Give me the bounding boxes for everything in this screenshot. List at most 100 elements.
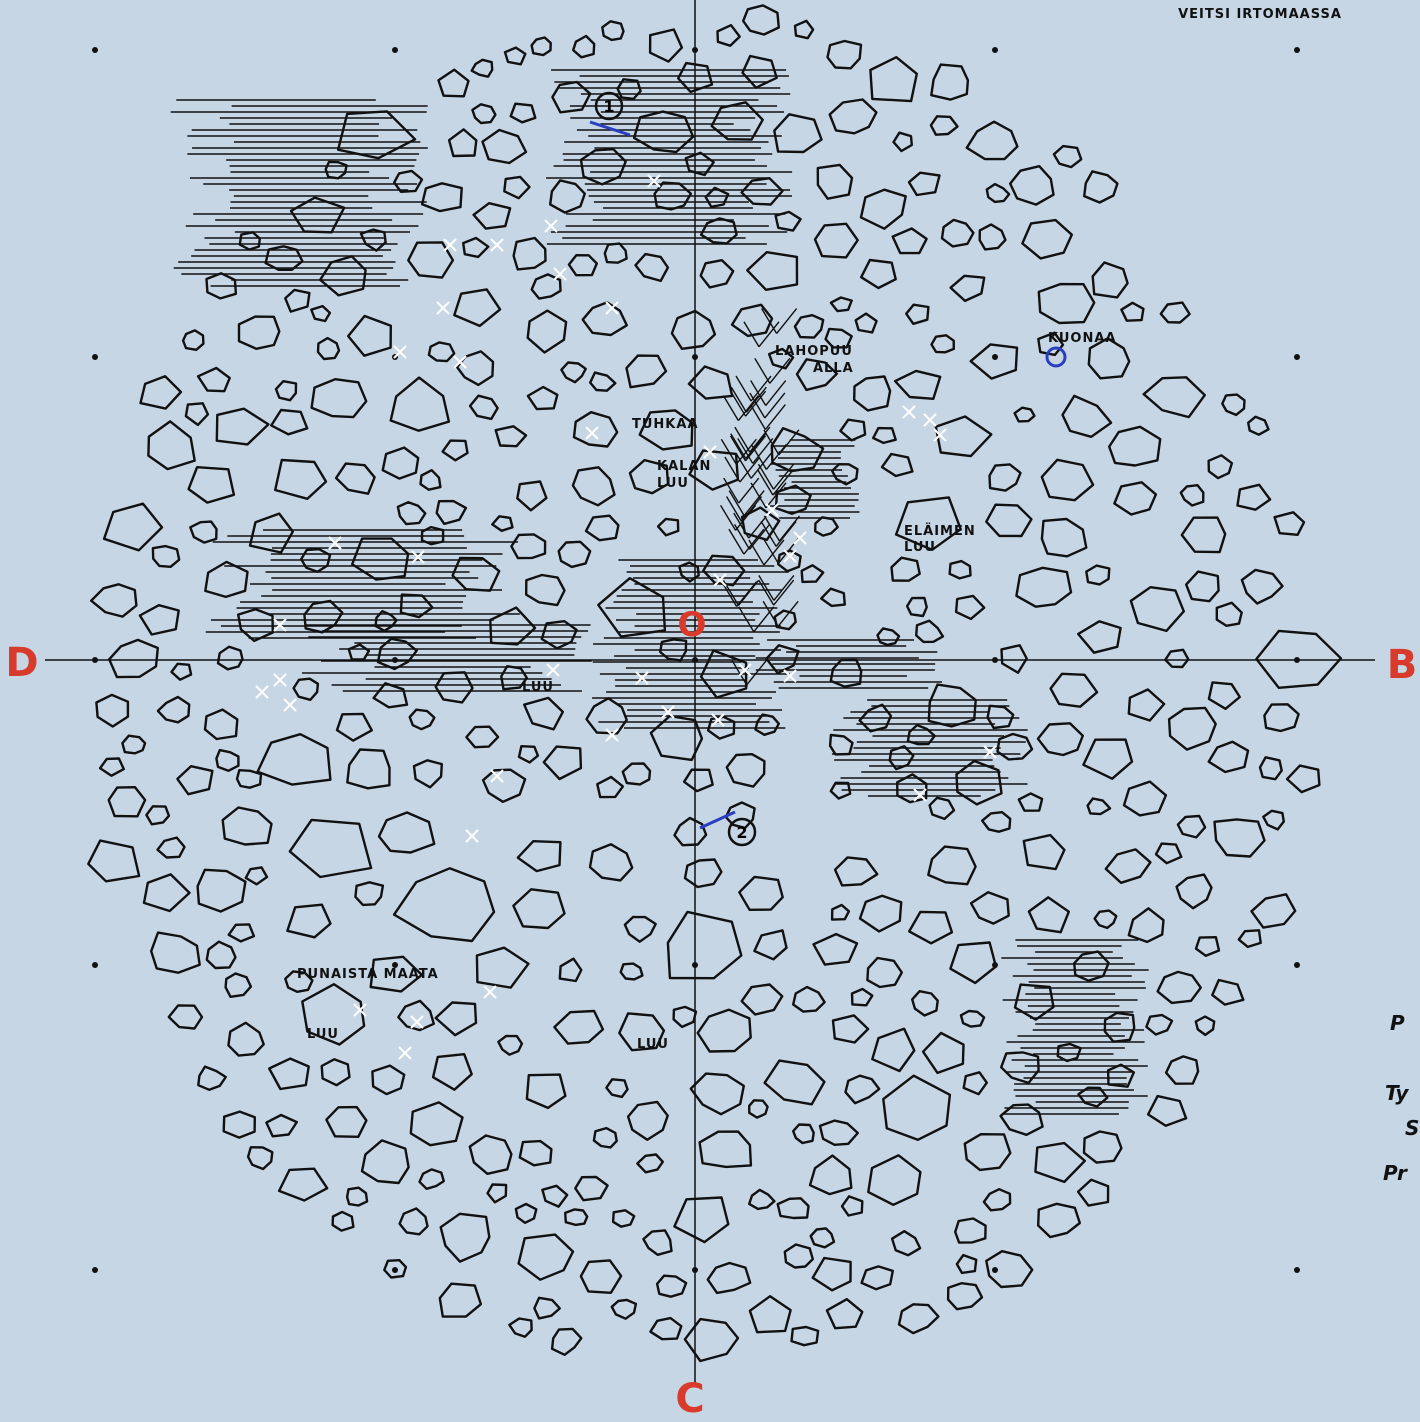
stone <box>1240 568 1284 605</box>
stone <box>699 217 738 245</box>
stone <box>833 856 879 887</box>
stone <box>1120 301 1145 322</box>
stone <box>740 176 784 206</box>
stone <box>523 696 564 731</box>
find-cross <box>703 445 717 459</box>
annotation: KUONAA <box>1048 331 1116 346</box>
stone <box>812 932 859 966</box>
stone <box>1194 936 1221 957</box>
stone <box>1167 706 1217 751</box>
stone <box>738 875 784 911</box>
stone <box>854 312 878 334</box>
stone <box>1076 620 1122 654</box>
stone <box>481 128 528 165</box>
annotation: TUHKAA <box>632 417 699 432</box>
stone <box>274 458 328 500</box>
stone <box>682 768 714 793</box>
stone <box>407 241 455 279</box>
hatch-line <box>752 438 774 464</box>
find-cross <box>273 673 287 687</box>
stone <box>418 1168 445 1191</box>
hatch-line <box>721 581 738 607</box>
stone <box>839 418 867 442</box>
stone <box>808 1154 853 1196</box>
stone <box>1082 170 1119 204</box>
stone <box>892 131 913 153</box>
stone <box>683 858 723 889</box>
stone <box>897 1303 940 1335</box>
stone <box>698 1130 753 1169</box>
stone <box>1194 1015 1216 1037</box>
stone <box>969 891 1010 925</box>
hatch-line <box>739 456 761 483</box>
stone <box>774 210 802 232</box>
stone <box>605 1078 629 1099</box>
stone <box>1156 970 1203 1005</box>
stone <box>170 662 193 681</box>
stone <box>699 649 748 699</box>
grid-dot <box>992 962 998 968</box>
hatch-line <box>764 392 786 419</box>
stone <box>525 1073 567 1110</box>
stone <box>399 593 434 619</box>
stone <box>204 560 249 599</box>
stone <box>324 160 348 180</box>
stone <box>447 128 478 158</box>
stone <box>1236 483 1272 511</box>
stone <box>930 63 970 101</box>
stone <box>455 350 495 387</box>
stone <box>601 20 625 42</box>
stone <box>419 469 442 491</box>
stone <box>1082 1130 1123 1164</box>
hatch-line <box>746 659 768 686</box>
stone <box>792 985 826 1013</box>
stone <box>481 768 527 803</box>
hatch-line <box>720 504 737 531</box>
stone <box>360 1139 410 1185</box>
stone <box>398 1207 429 1236</box>
stone <box>860 258 897 290</box>
stone <box>549 179 586 214</box>
stone <box>1022 833 1066 871</box>
stone <box>683 1317 740 1363</box>
stone <box>1000 1051 1040 1085</box>
stone <box>381 446 420 480</box>
hatch-line <box>750 375 772 402</box>
hatch-line <box>750 452 772 479</box>
stone <box>437 68 470 98</box>
stone <box>516 480 548 512</box>
stone <box>677 61 714 94</box>
stone <box>149 931 201 974</box>
annotation: ELÄIMEN <box>904 523 976 539</box>
find-cross <box>783 549 797 563</box>
stone <box>351 537 410 581</box>
stone <box>634 252 670 283</box>
grid-dot <box>692 47 698 53</box>
stone <box>985 182 1011 204</box>
stone <box>1213 818 1266 858</box>
stone <box>1049 672 1099 708</box>
annotation: LUU <box>904 540 936 555</box>
hatch-line <box>763 515 781 542</box>
stone <box>1176 814 1207 839</box>
stone <box>393 169 424 194</box>
stone <box>434 671 474 704</box>
find-cross <box>661 705 675 719</box>
stone <box>1052 144 1083 169</box>
grid-dot <box>1294 354 1300 360</box>
find-cross <box>465 829 479 843</box>
stone <box>1207 681 1242 710</box>
stone <box>224 972 253 998</box>
stone <box>216 645 244 671</box>
stone <box>818 1119 859 1147</box>
hatch-line <box>760 521 777 547</box>
grid-dot <box>992 47 998 53</box>
stone <box>346 748 391 790</box>
hatch-line <box>749 392 766 419</box>
hatch-line <box>730 386 747 413</box>
stone <box>1221 393 1246 417</box>
stone <box>969 343 1019 380</box>
stone <box>963 1132 1012 1172</box>
stone <box>121 734 147 755</box>
stone <box>748 1188 776 1211</box>
